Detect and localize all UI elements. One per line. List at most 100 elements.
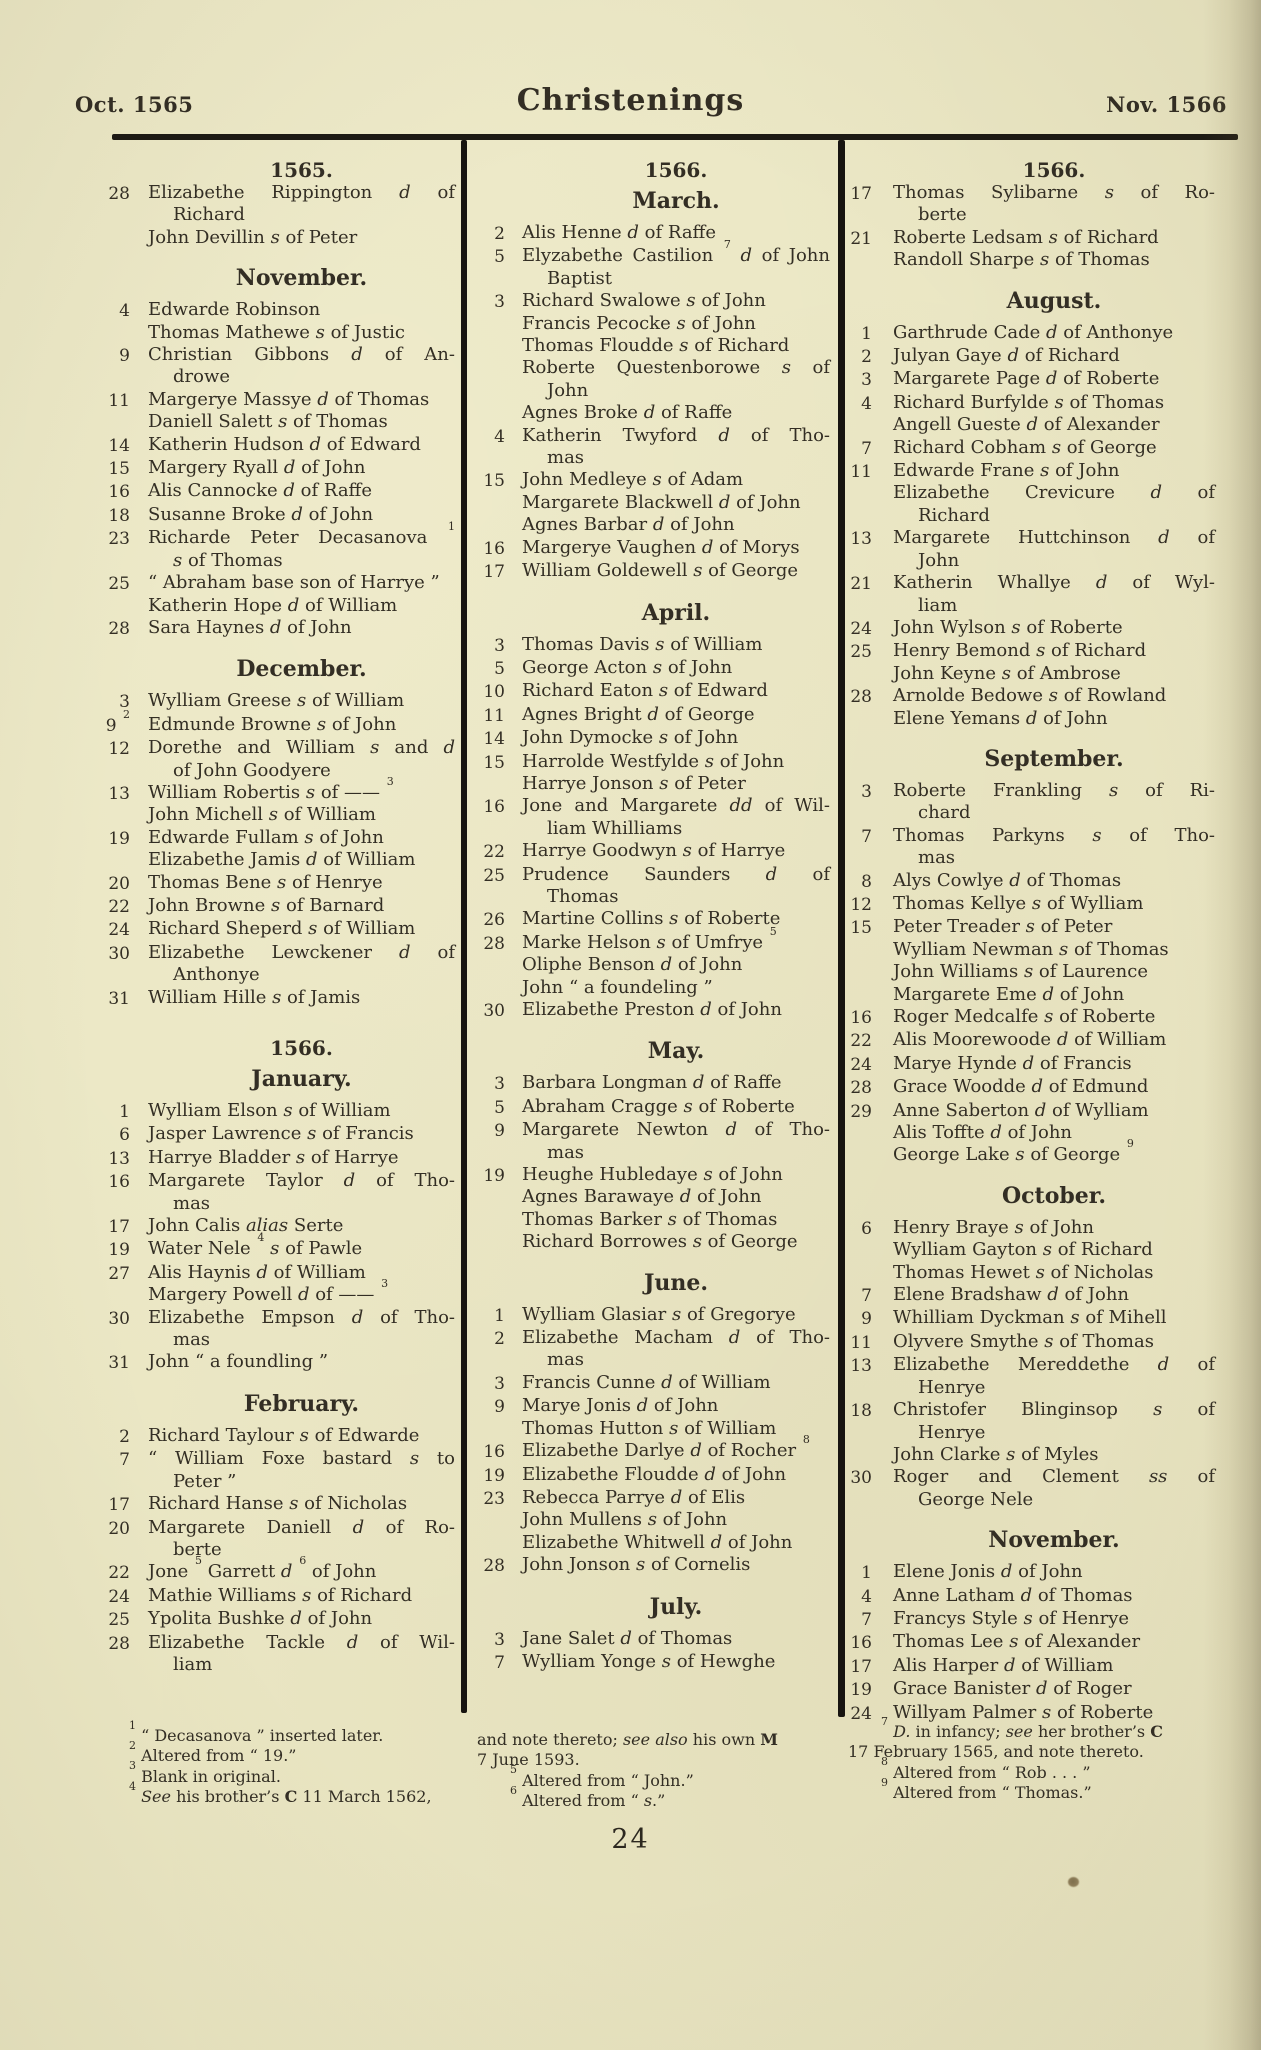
entry-line: Thomas Hewet s of Nicholas <box>893 1261 1154 1283</box>
entry-line: Christian Gibbons d of An- <box>148 344 455 366</box>
entry-line: Heughe Hubledaye s of John <box>522 1164 783 1186</box>
entry-day: 28 <box>108 184 130 204</box>
entry-line: Margarete Newton d of Tho- <box>522 1119 830 1141</box>
register-entry: 17 Alis Harper d of William <box>840 1655 1240 1678</box>
entry-line: Edwarde Frane s of John <box>893 460 1120 482</box>
entry-day: 28 <box>108 618 130 639</box>
entry-body: Anne Saberton d of Wylliam Alis Toffte d … <box>893 1100 1215 1167</box>
entry-body: Richard Cobham s of George <box>893 437 1215 459</box>
entry-line: Margery Powell d of —— 3 <box>148 1277 389 1306</box>
register-entry: 15 Margery Ryall d of John <box>75 457 460 480</box>
entry-body: “ William Foxe bastard s to Peter ” <box>148 1448 455 1493</box>
entry-body: Thomas Bene s of Henrye <box>148 872 455 894</box>
register-entry: 19 Heughe Hubledaye s of John Agnes Barawa… <box>470 1164 835 1254</box>
year-heading: 1565. <box>270 158 333 182</box>
register-entry: 16 Roger Medcalfe s of Roberte <box>840 1006 1240 1029</box>
entry-day: 16 <box>108 482 130 503</box>
footnote: 5 Altered from “ John.” <box>477 1764 835 1791</box>
entry-line: Jone and Margarete dd of Wil- <box>522 795 830 817</box>
register-entry: 30 Elizabethe Lewckener d of Anthonye <box>75 942 460 987</box>
entry-day: 3 <box>494 1074 505 1095</box>
entry-line: Thomas Mathewe s of Justic <box>148 321 405 343</box>
entry-day: 14 <box>108 435 130 456</box>
entry-body: Harrye Bladder s of Harrye <box>148 1147 455 1169</box>
entry-day: 6 <box>119 1125 130 1146</box>
register-entry: 22 Jone 5 Garrett d 6 of John <box>75 1554 460 1584</box>
entry-body: Alis Haynis d of William Margery Powell d… <box>148 1262 455 1307</box>
entry-body: Mathie Williams s of Richard <box>148 1585 455 1607</box>
entry-line: Thomas Davis s of William <box>522 633 763 655</box>
entry-body: Francis Cunne d of William <box>522 1372 830 1394</box>
entry-line: Henrye <box>918 1421 986 1443</box>
entry-line: Elizabethe Darlye d of Rocher 8 <box>522 1433 810 1462</box>
entry-day: 22 <box>108 896 130 917</box>
entry-line: Garthrude Cade d of Anthonye <box>893 321 1174 343</box>
entry-line: Grace Banister d of Roger <box>893 1678 1132 1700</box>
entry-body: Heughe Hubledaye s of John Agnes Barawaye… <box>522 1164 830 1254</box>
register-entry: 20 Thomas Bene s of Henrye <box>75 872 460 895</box>
entry-line: Edwarde Fullam s of John <box>148 826 384 848</box>
entry-body: Roberte Frankling s of Ri-chard <box>893 780 1215 825</box>
entry-line: John “ a foundling ” <box>148 1351 329 1373</box>
register-entry: 17 Thomas Sylibarne s of Ro-berte <box>840 182 1240 227</box>
entry-body: Katherin Twyford d of Tho-mas <box>522 425 830 470</box>
entry-body: Edwarde Robinson Thomas Mathewe s of Just… <box>148 299 455 344</box>
register-entry: 7 Richard Cobham s of George <box>840 437 1240 460</box>
entry-day: 19 <box>108 1240 130 1261</box>
footnote-line: and note thereto; see also his own M <box>477 1730 778 1749</box>
entry-line: Jone 5 Garrett d 6 of John <box>148 1554 377 1583</box>
entry-line: Dorethe and William s and d <box>148 737 455 759</box>
entry-day: 21 <box>850 574 872 595</box>
register-entry: 9 Marye Jonis d of John Thomas Hutton s of… <box>470 1395 835 1440</box>
entry-day: 31 <box>108 988 130 1009</box>
entry-body: Elizabethe Mereddethe d of Henrye <box>893 1354 1215 1399</box>
entry-day: 16 <box>108 1172 130 1193</box>
footnote-line: 3 Blank in original. <box>129 1759 281 1786</box>
footnote: 3 Blank in original. <box>96 1759 462 1787</box>
entry-body: Edwarde Frane s of John Elizabethe Crevic… <box>893 460 1215 527</box>
entry-day: 7 <box>861 1286 872 1307</box>
register-entry: 11 Edwarde Frane s of John Elizabethe Crev… <box>840 460 1240 527</box>
month-heading: October. <box>1001 1182 1106 1209</box>
register-entry: 12 Thomas Kellye s of Wylliam <box>840 893 1240 916</box>
entry-day: 19 <box>483 1166 505 1187</box>
entry-day: 28 <box>850 1078 872 1099</box>
entry-body: Thomas Lee s of Alexander <box>893 1631 1215 1653</box>
entry-day: 29 <box>850 1101 872 1122</box>
register-entry: 1 Wylliam Glasiar s of Gregorye <box>470 1304 835 1327</box>
register-entry: 25 “ Abraham base son of Harrye ” Katherin… <box>75 572 460 617</box>
entry-line: Alis Moorewoode d of William <box>893 1029 1167 1051</box>
entry-body: Elizabethe Macham d of Tho-mas <box>522 1327 830 1372</box>
entry-body: Jone 5 Garrett d 6 of John <box>148 1554 455 1583</box>
entry-body: Susanne Broke d of John <box>148 504 455 526</box>
entry-line: William Goldewell s of George <box>522 560 799 582</box>
entry-body: Thomas Kellye s of Wylliam <box>893 893 1215 915</box>
entry-line: liam <box>173 1653 213 1675</box>
entry-day: 10 <box>483 682 505 703</box>
footnote: 9 Altered from “ Thomas.” <box>848 1777 1246 1803</box>
register-entry: 7 Wylliam Yonge s of Hewghe <box>470 1651 835 1674</box>
entry-line: John Mullens s of John <box>522 1509 728 1531</box>
entry-body: “ Abraham base son of Harrye ” Katherin H… <box>148 572 455 617</box>
entry-line: mas <box>918 847 956 869</box>
entry-body: John Jonson s of Cornelis <box>522 1554 830 1576</box>
header-rule <box>112 134 1238 140</box>
register-entry: 17 William Goldewell s of George <box>470 560 835 583</box>
entry-line: Wylliam Elson s of William <box>148 1100 391 1121</box>
entry-line: John Clarke s of Myles <box>893 1443 1099 1465</box>
register-entry: 1 Elene Jonis d of John <box>840 1561 1240 1584</box>
entry-line: Abraham Cragge s of Roberte <box>522 1095 795 1117</box>
entry-line: John Dymocke s of John <box>522 727 739 749</box>
entry-line: Water Nele 4 s of Pawle <box>148 1231 363 1260</box>
entry-body: Wylliam Yonge s of Hewghe <box>522 1651 830 1673</box>
register-entry: 13 Harrye Bladder s of Harrye <box>75 1147 460 1170</box>
entry-line: Daniell Salett s of Thomas <box>148 411 388 433</box>
entry-line: s of Thomas <box>173 549 283 571</box>
register-entry: 4 Katherin Twyford d of Tho-mas <box>470 425 835 470</box>
register-entry: 6 Henry Braye s of John Wylliam Gayton s o… <box>840 1217 1240 1284</box>
column-3: 1566. 17 Thomas Sylibarne s of Ro-berte 21 R… <box>840 152 1240 1725</box>
entry-line: Harrye Jonson s of Peter <box>522 772 746 794</box>
entry-line: Margery Ryall d of John <box>148 457 366 479</box>
register-entry: 16 Margarete Taylor d of Tho-mas <box>75 1170 460 1215</box>
